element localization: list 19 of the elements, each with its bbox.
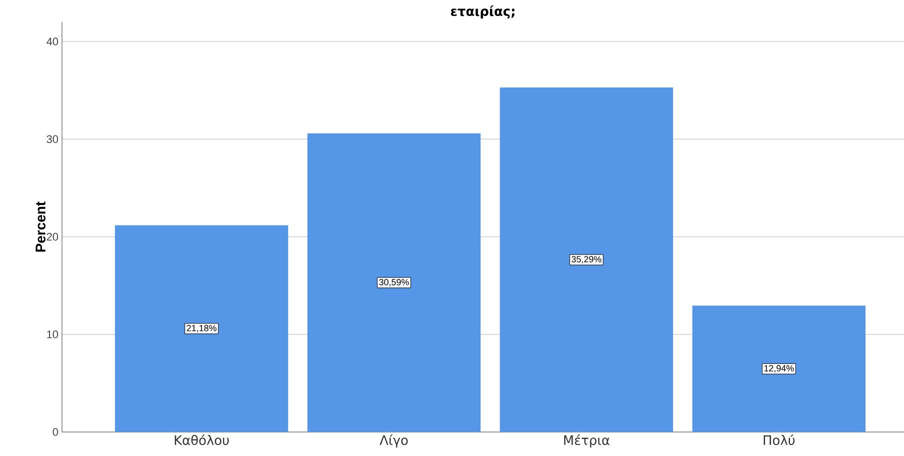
data-label: 30,59% <box>379 278 409 286</box>
bar <box>500 87 674 432</box>
x-tick-label: Καθόλου <box>174 434 229 446</box>
x-tick-label: Μέτρια <box>564 434 610 448</box>
y-axis-title: Percent <box>36 202 46 252</box>
x-tick-label: Λίγο <box>380 434 408 448</box>
chart-title: εταιρίας; <box>450 6 514 19</box>
data-label: 35,29% <box>572 256 602 264</box>
y-tick-label: 40 <box>46 38 58 46</box>
y-tick-label: 20 <box>46 232 58 241</box>
data-label: 12,94% <box>764 365 794 373</box>
data-label: 21,18% <box>186 324 216 332</box>
y-tick-label: 30 <box>46 135 58 144</box>
x-tick-label: Πολύ <box>764 434 795 446</box>
bar <box>114 225 288 432</box>
y-tick-label: 10 <box>47 330 58 338</box>
bar <box>692 306 866 432</box>
y-tick-label: 0 <box>52 428 58 436</box>
bar <box>307 133 481 432</box>
